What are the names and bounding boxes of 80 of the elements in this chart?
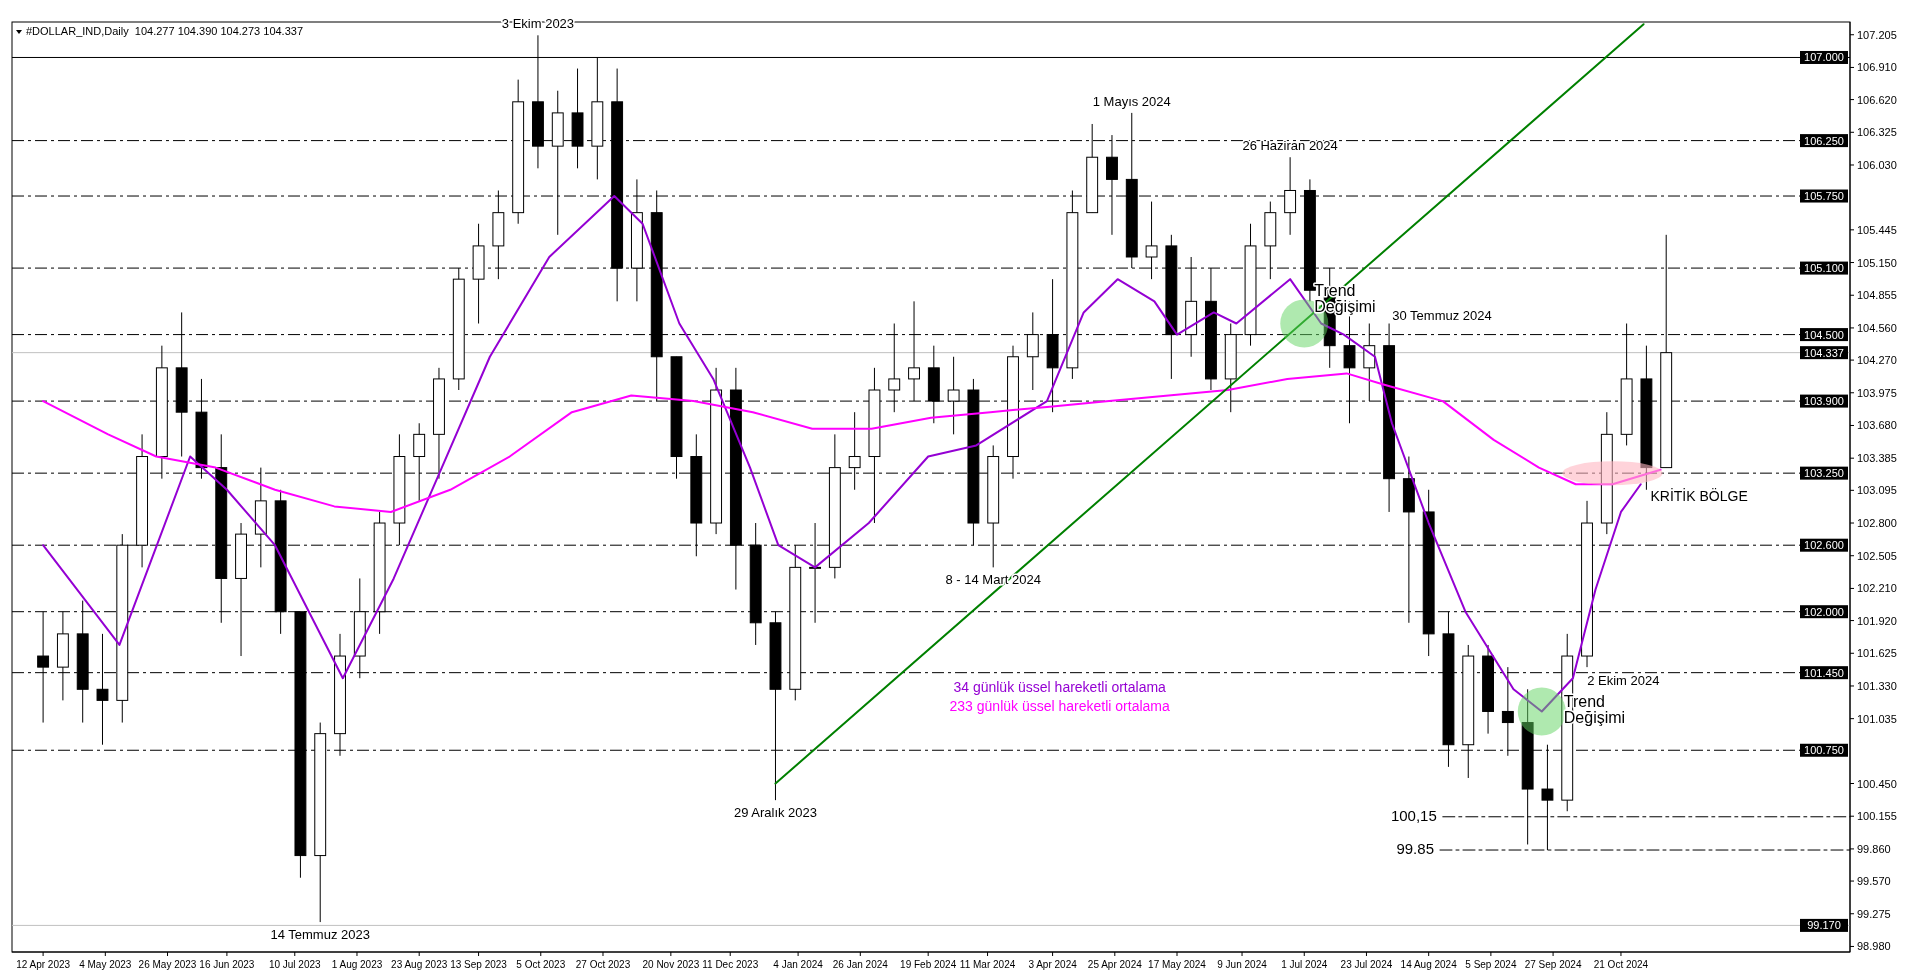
x-tick-label: 27 Sep 2024	[1524, 959, 1582, 970]
ref-line-label: 105.100	[1804, 262, 1844, 275]
y-tick-label: 103.680	[1857, 419, 1897, 432]
y-tick-label: 103.385	[1857, 452, 1897, 465]
x-tick-label: 1 Aug 2023	[331, 959, 383, 970]
x-tick-label: 26 May 2023	[138, 959, 197, 970]
ref-line-label: 106.250	[1804, 134, 1844, 147]
annotation: 8 - 14 Mart 2024	[945, 572, 1041, 588]
x-tick-label: 27 Oct 2023	[575, 959, 631, 970]
y-tick-label: 101.035	[1857, 712, 1897, 725]
x-tick-label: 9 Jun 2024	[1217, 959, 1268, 970]
y-tick-label: 102.210	[1857, 582, 1897, 595]
x-tick-label: 12 Apr 2023	[16, 959, 71, 970]
x-tick-label: 14 Aug 2024	[1400, 959, 1458, 970]
y-tick-label: 105.150	[1857, 256, 1897, 269]
annotation: KRİTİK BÖLGE	[1650, 487, 1748, 505]
y-tick-label: 98.980	[1857, 940, 1891, 953]
annotation: 100,15	[1390, 806, 1437, 824]
y-tick-label: 106.030	[1857, 158, 1897, 171]
ref-line-label: 105.750	[1804, 190, 1844, 203]
y-tick-label: 100.450	[1857, 777, 1897, 790]
x-tick-label: 11 Dec 2023	[702, 959, 759, 970]
x-tick-label: 23 Aug 2023	[391, 959, 448, 970]
ref-line-label: 107.000	[1804, 51, 1844, 64]
annotation: 29 Aralık 2023	[733, 805, 818, 821]
ref-line-label: 104.500	[1804, 328, 1844, 341]
ref-line-label: 102.000	[1804, 605, 1844, 618]
x-tick-label: 19 Feb 2024	[900, 959, 957, 970]
y-tick-label: 103.095	[1857, 484, 1897, 497]
annotation: 99.85	[1396, 840, 1434, 858]
y-tick-label: 104.855	[1857, 289, 1897, 302]
ref-line-label: 103.900	[1804, 395, 1844, 408]
annotation: 3 Ekim 2023	[501, 16, 575, 32]
x-tick-label: 11 Mar 2024	[959, 959, 1016, 970]
x-tick-label: 16 Jun 2023	[199, 959, 255, 970]
x-tick-label: 20 Nov 2023	[642, 959, 700, 970]
x-tick-label: 21 Oct 2024	[1593, 959, 1649, 970]
chart-title: #DOLLAR_IND,Daily 104.277 104.390 104.273 104.337	[26, 25, 304, 37]
text: 34 günlük üssel hareketli ortalama	[953, 678, 1167, 695]
y-tick-label: 101.920	[1857, 614, 1897, 627]
x-tick-label: 10 Jul 2023	[268, 959, 322, 970]
x-tick-label: 25 Apr 2024	[1087, 959, 1143, 970]
y-tick-label: 102.505	[1857, 549, 1897, 562]
x-tick-label: 26 Jan 2024	[832, 959, 889, 970]
y-tick-label: 106.620	[1857, 93, 1897, 106]
y-tick-label: 104.270	[1857, 354, 1897, 367]
ref-line-label: 100.750	[1804, 744, 1844, 757]
y-tick-label: 104.560	[1857, 321, 1897, 334]
ref-line-label: 102.600	[1804, 539, 1844, 552]
x-tick-label: 4 Jan 2024	[773, 959, 824, 970]
annotation: 1 Mayıs 2024	[1092, 93, 1171, 109]
annotation: 26 Haziran 2024	[1242, 138, 1338, 154]
ref-line-label: 101.450	[1804, 666, 1844, 679]
y-tick-label: 105.445	[1857, 223, 1897, 236]
x-tick-label: 4 May 2023	[79, 959, 132, 970]
x-tick-label: 3 Apr 2024	[1028, 959, 1078, 970]
y-tick-label: 99.570	[1857, 875, 1891, 888]
y-tick-label: 106.325	[1857, 126, 1897, 139]
y-tick-label: 106.910	[1857, 61, 1897, 74]
annotation: 30 Temmuz 2024	[1392, 307, 1492, 323]
y-tick-label: 101.330	[1857, 679, 1897, 692]
ref-line-label: 99.170	[1807, 919, 1841, 932]
y-tick-label: 100.155	[1857, 810, 1897, 823]
x-tick-label: 5 Sep 2024	[1465, 959, 1517, 970]
x-tick-label: 5 Oct 2023	[516, 959, 566, 970]
x-tick-label: 23 Jul 2024	[1340, 959, 1393, 970]
y-tick-label: 103.975	[1857, 386, 1897, 399]
x-tick-label: 17 May 2024	[1148, 959, 1207, 970]
annotation: 2 Ekim 2024	[1587, 673, 1660, 689]
ref-line-label: 104.337	[1804, 346, 1844, 359]
y-tick-label: 99.860	[1857, 842, 1891, 855]
x-tick-label: 1 Jul 2024	[1281, 959, 1328, 970]
y-tick-label: 102.800	[1857, 517, 1897, 530]
x-tick-label: 13 Sep 2023	[450, 959, 508, 970]
ref-line-label: 103.250	[1804, 467, 1844, 480]
y-tick-label: 101.625	[1857, 647, 1897, 660]
y-tick-label: 99.275	[1857, 907, 1891, 920]
text: 233 günlük üssel hareketli ortalama	[949, 697, 1170, 714]
annotation: 14 Temmuz 2023	[270, 927, 370, 943]
y-tick-label: 107.205	[1857, 28, 1897, 41]
